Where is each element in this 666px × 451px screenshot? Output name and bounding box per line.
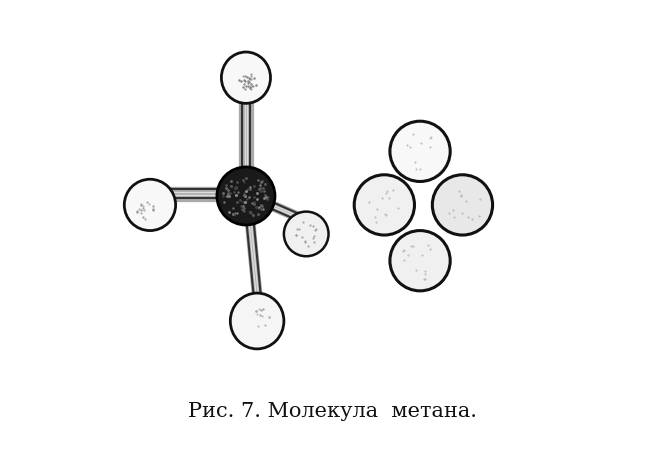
- Ellipse shape: [125, 180, 176, 231]
- Ellipse shape: [230, 294, 284, 349]
- Ellipse shape: [354, 175, 414, 235]
- Ellipse shape: [432, 175, 493, 235]
- Text: Рис. 7. Молекула  метана.: Рис. 7. Молекула метана.: [188, 401, 478, 420]
- Ellipse shape: [284, 212, 328, 257]
- Ellipse shape: [221, 53, 270, 104]
- Ellipse shape: [390, 231, 450, 291]
- Ellipse shape: [217, 168, 275, 226]
- Ellipse shape: [390, 122, 450, 182]
